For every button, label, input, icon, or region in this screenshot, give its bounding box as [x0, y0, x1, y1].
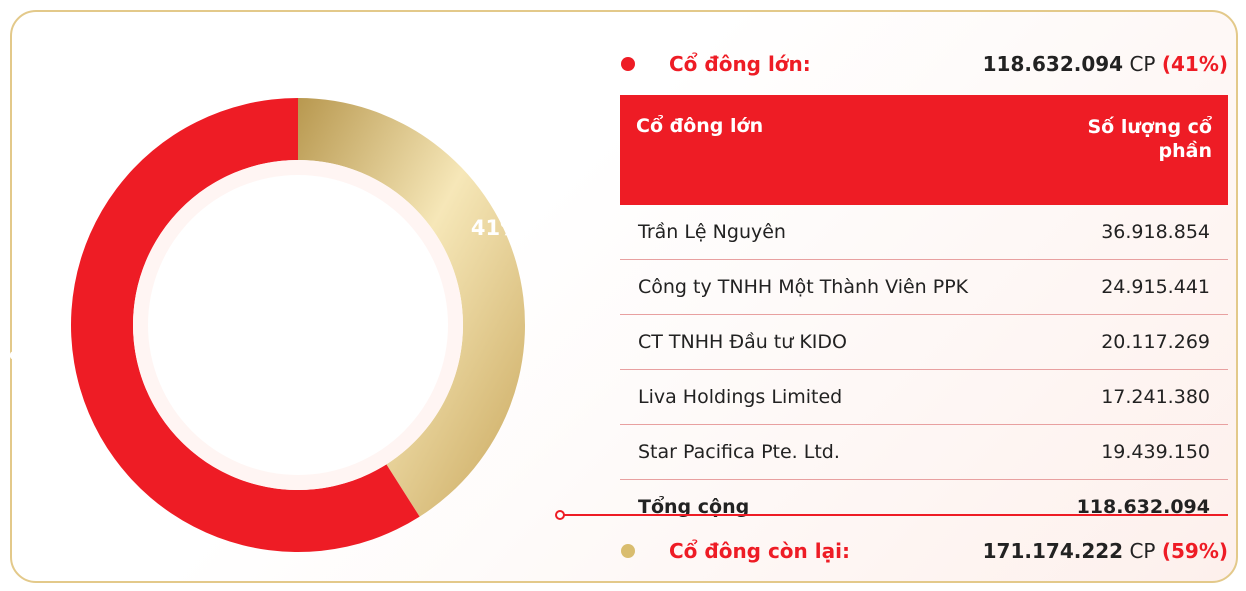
- table-cell: 118.632.094: [1076, 496, 1210, 518]
- total-row: Tổng cộng 118.632.094: [620, 480, 1228, 535]
- table-row: Trần Lệ Nguyên 36.918.854: [620, 205, 1228, 260]
- summary: Cổ đông còn lại: 171.174.222 CP (59%): [618, 536, 1228, 566]
- table-cell: 19.439.150: [1058, 424, 1228, 480]
- table-row: CT TNHH Đầu tư KIDO 20.117.269: [620, 314, 1228, 370]
- inner-circle: [148, 175, 448, 475]
- legend-dot: [621, 544, 635, 558]
- summary-share: (59%): [1161, 539, 1228, 563]
- donut-segment: [70, 98, 420, 552]
- donut-segment: [298, 98, 525, 517]
- header-cell: Cổ đông lớn: [620, 95, 1059, 205]
- table-cell: 24.915.441: [1058, 259, 1228, 315]
- legend-dot: [621, 57, 635, 71]
- table-cell: Liva Holdings Limited: [620, 369, 1059, 425]
- summary-amount: 118.632.094: [982, 52, 1124, 76]
- summary-name: Cổ đông lớn:: [669, 52, 811, 76]
- table-cell: 20.117.269: [1058, 314, 1228, 370]
- table-row: Công ty TNHH Một Thành Viên PPK 24.915.44…: [620, 259, 1228, 315]
- summary-value: 171.174.222 CP (59%): [983, 539, 1228, 563]
- divider: [555, 510, 1228, 520]
- summary-amount: 171.174.222: [982, 539, 1124, 563]
- summary: Cổ đông lớn: 118.632.094 CP (41%): [618, 49, 1228, 79]
- table-row: Star Pacifica Pte. Ltd. 19.439.150: [620, 424, 1228, 480]
- summary-value: 118.632.094 CP (41%): [983, 52, 1228, 76]
- table-cell: Công ty TNHH Một Thành Viên PPK: [620, 259, 1059, 315]
- table-cell: CT TNHH Đầu tư KIDO: [620, 314, 1059, 370]
- table-cell: 17.241.380: [1058, 369, 1228, 425]
- value-label: 59%: [0, 348, 30, 372]
- table-row: Liva Holdings Limited 17.241.380: [620, 369, 1228, 425]
- donut-chart: 41% 59%: [0, 98, 525, 552]
- summary-unit: CP: [1129, 52, 1156, 76]
- table-cell: 36.918.854: [1058, 205, 1228, 260]
- summary-unit: CP: [1129, 539, 1156, 563]
- table-cell: Tổng cộng: [638, 496, 750, 518]
- value-label: 41%: [471, 216, 521, 240]
- table-cell: Star Pacifica Pte. Ltd.: [620, 424, 1059, 480]
- header-cell: Số lượng cổ phần: [1058, 95, 1228, 205]
- table-cell: Trần Lệ Nguyên: [620, 205, 1059, 260]
- table: Cổ đông lớn Số lượng cổ phần Trần Lệ Ngu…: [620, 95, 1228, 534]
- summary-name: Cổ đông còn lại:: [669, 539, 850, 563]
- summary-share: (41%): [1161, 52, 1228, 76]
- header-row: Cổ đông lớn Số lượng cổ phần: [620, 95, 1228, 205]
